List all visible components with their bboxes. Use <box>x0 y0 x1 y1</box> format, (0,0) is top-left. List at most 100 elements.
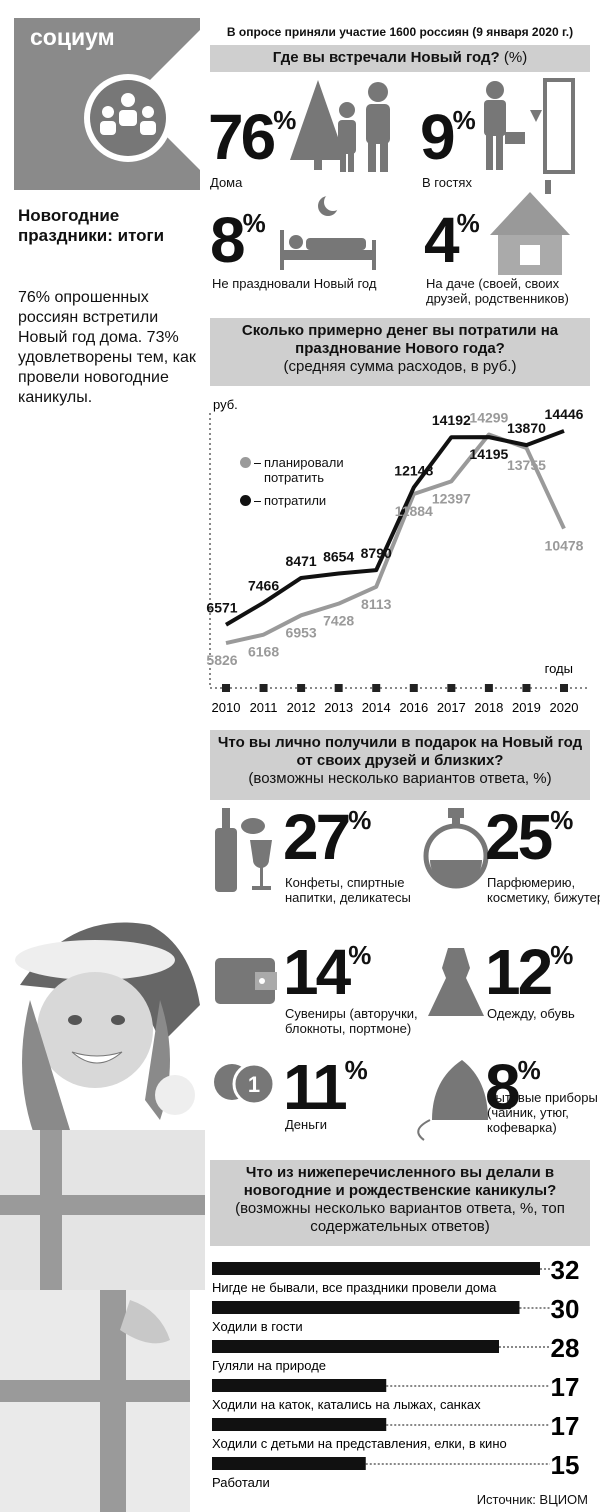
x-tick-label: 2012 <box>287 700 316 715</box>
percent-sign: % <box>242 208 266 238</box>
value-label: 30 <box>551 1294 580 1324</box>
section-title: Сколько примерно денег вы потратили на п… <box>241 322 559 357</box>
item-label: Дома <box>210 175 243 190</box>
item-label: В гостях <box>422 175 472 190</box>
page-title: Новогодние праздники: итоги <box>18 206 165 245</box>
percent-value: 27 <box>283 801 351 873</box>
category-label: Ходили с детьми на представления, елки, … <box>212 1436 507 1451</box>
icon-food <box>215 808 272 892</box>
item-label: Одежду, обувь <box>487 1006 575 1021</box>
percent-sign: % <box>273 105 297 135</box>
percent-value: 12 <box>485 936 553 1008</box>
percent-value: 8 <box>485 1051 521 1123</box>
legend-text: планировали потратить <box>264 455 344 485</box>
section-title: Что из нижеперечисленного вы делали в но… <box>243 1164 557 1199</box>
survey-note: В опросе приняли участие 1600 россиян (9… <box>226 25 574 39</box>
section-unit: (%) <box>503 49 528 66</box>
percent-value: 8 <box>210 204 246 276</box>
icon-guests <box>484 78 575 174</box>
percent-sign: % <box>517 1055 541 1085</box>
icon-bed <box>280 193 376 270</box>
big-percent: 9% <box>420 105 476 169</box>
icon-coins: 1 <box>214 1062 276 1106</box>
big-percent: 25% <box>485 805 573 869</box>
icon-dress <box>428 948 484 1016</box>
percent-sign: % <box>348 805 372 835</box>
data-label: 14195 <box>469 446 508 462</box>
section-header: Где вы встречали Новый год? (%) <box>210 45 590 72</box>
data-label: 10478 <box>545 538 584 554</box>
x-tick <box>372 684 381 692</box>
data-label: 8654 <box>323 548 354 564</box>
x-tick <box>560 684 568 692</box>
percent-sign: % <box>344 1055 368 1085</box>
x-tick-label: 2010 <box>212 700 241 715</box>
data-label: 5826 <box>206 652 237 668</box>
legend-dash <box>254 463 261 464</box>
brand: социум <box>30 24 115 50</box>
x-tick-label: 2016 <box>399 700 428 715</box>
illustration <box>0 922 205 1512</box>
svg-text:1: 1 <box>248 1072 260 1097</box>
x-tick-label: 2011 <box>250 700 278 715</box>
legend-dash <box>254 501 261 502</box>
percent-sign: % <box>452 105 476 135</box>
section-title: Что вы лично получили в подарок на Новый… <box>217 734 583 769</box>
legend-entry: планировали потратить <box>240 455 349 485</box>
item-label: На даче (своей, своих друзей, родственни… <box>426 276 569 306</box>
x-tick <box>409 684 418 692</box>
value-label: 28 <box>551 1333 580 1363</box>
section-subtitle: (возможны несколько вариантов ответа, %,… <box>235 1200 565 1235</box>
item-label: Не праздновали Новый год <box>212 276 377 291</box>
data-label: 13870 <box>507 420 546 436</box>
category-label: Ходили на каток, катались на лыжах, санк… <box>212 1397 481 1412</box>
section-header: Что из нижеперечисленного вы делали в но… <box>210 1160 590 1246</box>
item-label: Бытовые приборы (чайник, утюг, кофеварка… <box>487 1090 598 1135</box>
section-subtitle: (возможны несколько вариантов ответа, %) <box>248 770 552 787</box>
legend-text: потратили <box>264 493 327 508</box>
bar <box>212 1457 366 1470</box>
item-label: Парфюмерию, косметику, бижутерию <box>487 875 600 905</box>
item-label: Деньги <box>285 1117 327 1132</box>
x-tick <box>259 684 268 692</box>
data-label: 6953 <box>286 624 317 640</box>
category-label: Гуляли на природе <box>212 1358 326 1373</box>
percent-value: 76 <box>208 101 276 173</box>
data-label: 8471 <box>286 553 317 569</box>
category-label: Работали <box>212 1475 270 1490</box>
legend-swatch <box>240 457 251 468</box>
data-label: 7466 <box>248 578 279 594</box>
big-percent: 4% <box>424 208 480 272</box>
data-label: 8113 <box>361 596 392 612</box>
x-tick <box>484 684 493 692</box>
legend-swatch <box>240 495 251 506</box>
bar <box>212 1262 540 1275</box>
icon-home <box>290 80 390 172</box>
x-tick-label: 2020 <box>550 700 579 715</box>
x-tick-label: 2018 <box>474 700 503 715</box>
data-label: 12397 <box>432 490 471 506</box>
data-label: 14299 <box>469 410 508 426</box>
item-label: Сувениры (авторучки, блокноты, портмоне) <box>285 1006 418 1036</box>
x-axis-label: годы <box>545 661 573 676</box>
data-label: 7428 <box>323 613 354 629</box>
logo-people <box>100 93 156 135</box>
value-label: 15 <box>551 1450 580 1480</box>
bar <box>212 1418 387 1431</box>
section-header: Сколько примерно денег вы потратили на п… <box>210 318 590 386</box>
percent-value: 11 <box>283 1051 348 1123</box>
big-percent: 12% <box>485 940 573 1004</box>
data-label: 14446 <box>545 406 584 422</box>
percent-sign: % <box>550 940 574 970</box>
percent-value: 14 <box>283 936 351 1008</box>
percent-value: 9 <box>420 101 456 173</box>
category-label: Ходили в гости <box>212 1319 303 1334</box>
section-subtitle: (средняя сумма расходов, в руб.) <box>283 358 517 375</box>
icon-perfume <box>423 808 489 889</box>
x-tick-label: 2014 <box>362 700 391 715</box>
data-label: 6168 <box>248 644 279 660</box>
big-percent: 11% <box>283 1055 368 1119</box>
data-label: 13755 <box>507 457 546 473</box>
